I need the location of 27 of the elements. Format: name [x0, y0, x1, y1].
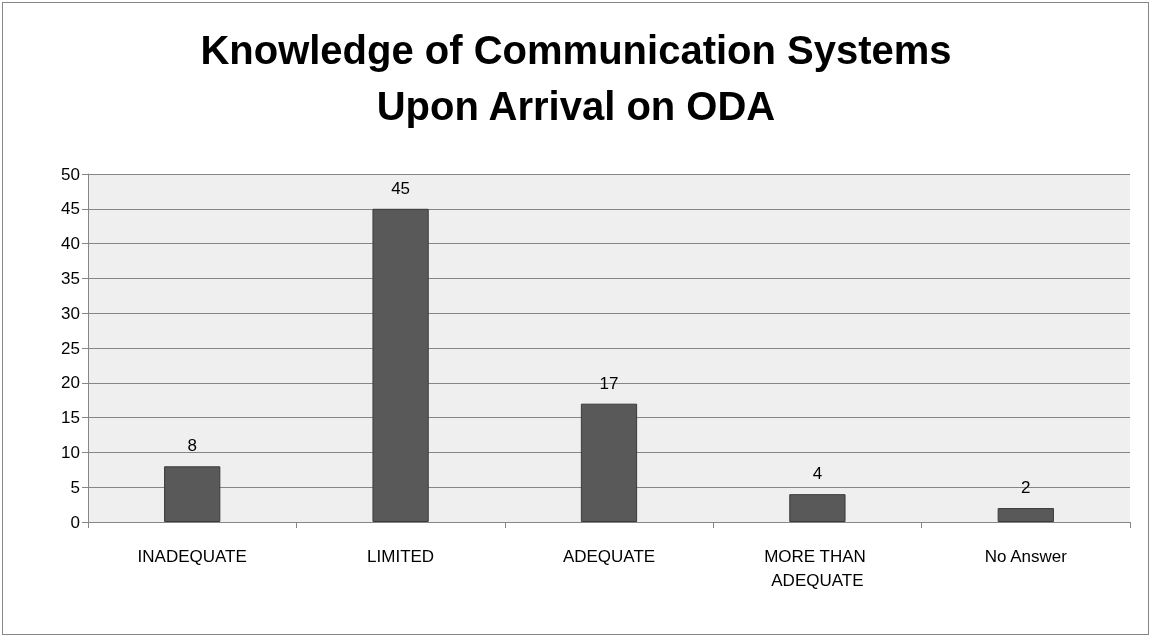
y-tick-label: 10 — [61, 442, 80, 462]
chart-title: Knowledge of Communication Systems Upon Arrival on ODA — [199, 27, 953, 130]
y-tick-label: 35 — [61, 268, 80, 288]
y-tick-label: 45 — [61, 199, 80, 219]
y-tick-label: 50 — [61, 164, 80, 184]
bar — [580, 403, 638, 522]
y-tick-label: 5 — [70, 477, 80, 497]
data-label: 17 — [599, 373, 619, 393]
y-tick-label: 15 — [61, 408, 80, 428]
y-tick-label: 40 — [61, 234, 80, 254]
data-label: 2 — [1021, 478, 1031, 498]
data-label: 45 — [391, 178, 411, 198]
x-tick-label: No Answer — [984, 546, 1068, 566]
bar — [997, 508, 1054, 522]
bar — [372, 208, 429, 522]
data-label: 4 — [812, 464, 823, 484]
x-tick-label: ADEQUATE — [562, 546, 656, 566]
x-tick-label: MORE THAN ADEQUATE — [764, 546, 871, 590]
y-tick-label: 0 — [70, 512, 80, 532]
x-tick-label: LIMITED — [367, 546, 435, 566]
y-tick-label: 20 — [61, 373, 80, 393]
data-label: 8 — [187, 436, 197, 456]
bar — [164, 466, 221, 522]
bar — [789, 494, 846, 522]
y-tick-label: 25 — [61, 338, 80, 358]
y-tick-label: 30 — [61, 303, 80, 323]
x-tick-label: INADEQUATE — [137, 546, 247, 566]
